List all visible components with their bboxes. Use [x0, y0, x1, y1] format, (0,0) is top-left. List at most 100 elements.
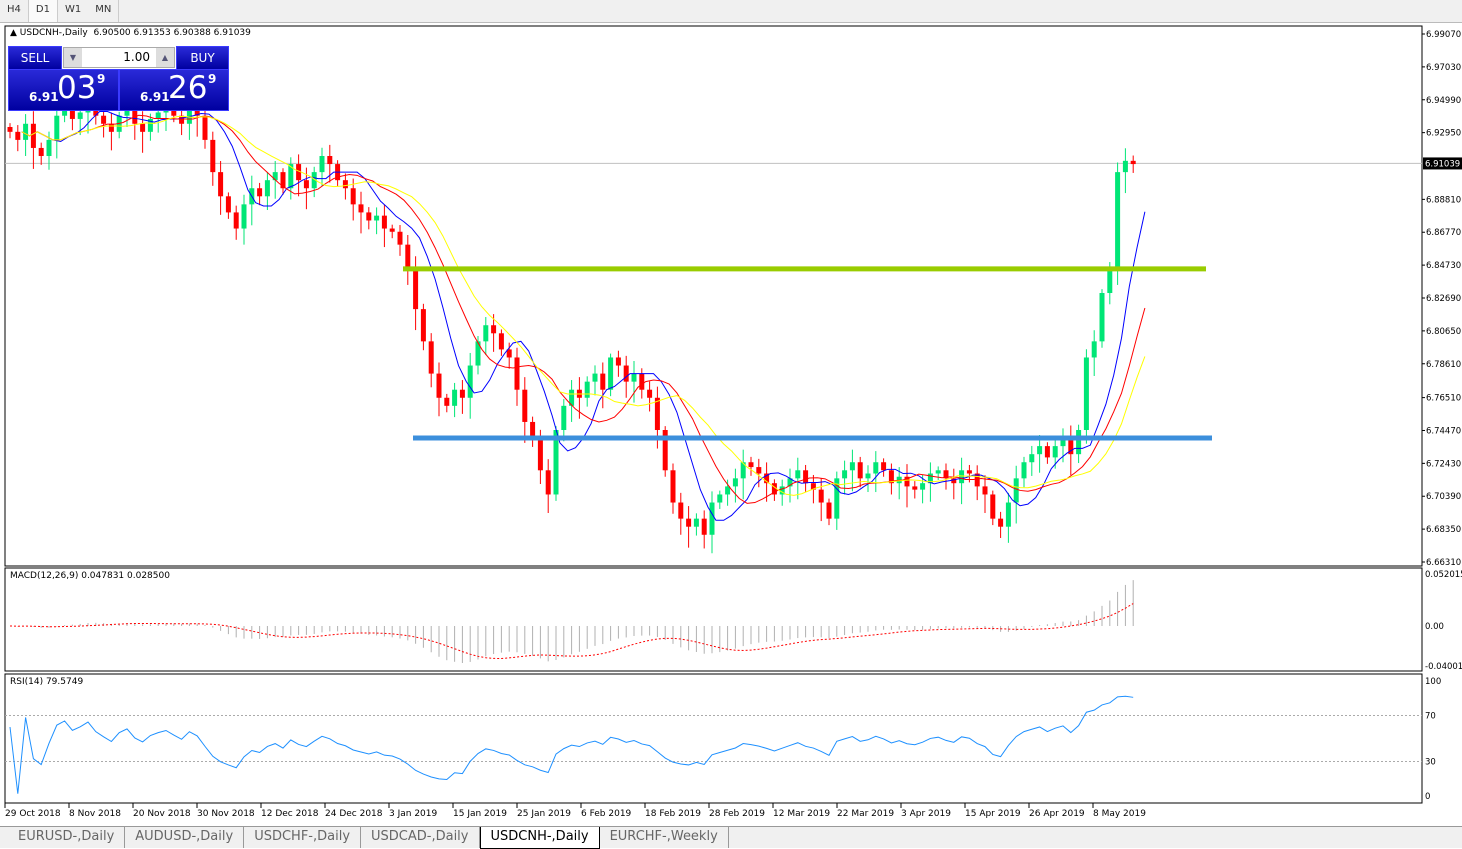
- candle: [982, 475, 988, 514]
- lot-value[interactable]: 1.00: [123, 50, 150, 64]
- candle: [561, 399, 567, 442]
- lot-stepper[interactable]: ▼ 1.00 ▲: [63, 47, 175, 68]
- candle: [522, 377, 528, 443]
- candle: [436, 362, 442, 417]
- candle: [233, 205, 239, 240]
- sell-price-prefix: 6.91: [29, 90, 59, 104]
- candle: [54, 104, 60, 159]
- chart-tab[interactable]: EURCHF-,Weekly: [600, 827, 729, 848]
- candle: [288, 157, 294, 200]
- candle: [935, 466, 941, 480]
- candle: [342, 173, 348, 200]
- candle: [888, 463, 894, 495]
- candle: [389, 224, 395, 239]
- candle: [709, 491, 715, 554]
- chart-canvas[interactable]: 6.99070 6.97030 6.94990 6.92950 6.88810 6.867…: [0, 23, 1462, 826]
- chart-tab[interactable]: USDCAD-,Daily: [361, 827, 480, 848]
- candle: [257, 182, 263, 206]
- candle: [662, 426, 668, 477]
- candle: [358, 191, 364, 234]
- candle: [959, 457, 965, 505]
- date-tick-label: 15 Apr 2019: [965, 809, 1021, 819]
- candle: [210, 131, 216, 186]
- rsi-tick-label: 70: [1425, 712, 1436, 722]
- tf-d1[interactable]: D1: [28, 0, 58, 22]
- candle: [818, 478, 824, 522]
- price-tick-label: 6.97030: [1426, 63, 1461, 73]
- buy-price-prefix: 6.91: [140, 90, 170, 104]
- buy-price-big: 26: [168, 70, 208, 106]
- candle: [311, 166, 317, 198]
- candle: [951, 468, 957, 500]
- tf-h4[interactable]: H4: [0, 0, 29, 22]
- candle: [467, 352, 473, 419]
- candle: [1115, 162, 1121, 285]
- candle: [1044, 442, 1050, 464]
- date-tick-label: 20 Nov 2018: [133, 809, 191, 819]
- candle: [748, 456, 754, 476]
- chart-tab[interactable]: USDCHF-,Daily: [244, 827, 362, 848]
- candle: [15, 125, 21, 152]
- candle: [108, 112, 114, 151]
- rsi-tick-label: 30: [1425, 758, 1436, 768]
- candle: [179, 108, 185, 136]
- candle: [545, 459, 551, 514]
- current-price-box: [1423, 157, 1462, 170]
- chart-header: ▲ USDCNH-,Daily 6.90500 6.91353 6.90388 …: [10, 28, 251, 38]
- candle: [912, 481, 918, 499]
- candle: [608, 353, 614, 397]
- macd-tick-label: -0.040019: [1425, 662, 1462, 672]
- candle: [779, 479, 785, 506]
- chart-tab[interactable]: EURUSD-,Daily: [8, 827, 126, 848]
- candle: [1099, 289, 1105, 348]
- candle: [647, 381, 653, 412]
- sell-price[interactable]: 6.91 03 9: [8, 69, 119, 111]
- candle: [771, 479, 777, 501]
- candle: [1005, 492, 1011, 543]
- candle: [686, 506, 692, 548]
- tf-mn[interactable]: MN: [88, 0, 120, 22]
- candle: [23, 114, 29, 157]
- price-tick-label: 6.88810: [1426, 195, 1461, 205]
- candle: [350, 178, 356, 221]
- candle: [1130, 155, 1136, 173]
- candle: [280, 168, 286, 195]
- date-tick-label: 26 Apr 2019: [1029, 809, 1085, 819]
- candle: [452, 382, 458, 418]
- candle: [38, 142, 44, 165]
- date-tick-label: 22 Mar 2019: [837, 809, 894, 819]
- candle: [1037, 434, 1043, 473]
- candle: [264, 171, 270, 210]
- candle: [1013, 465, 1019, 524]
- rsi-tick-label: 0: [1425, 792, 1430, 802]
- rsi-tick-label: 100: [1425, 677, 1441, 687]
- timeframe-toolbar: H4 D1 W1 MN: [0, 0, 1462, 23]
- sell-button[interactable]: SELL: [8, 46, 62, 70]
- candle: [218, 161, 224, 215]
- increase-icon[interactable]: ▲: [156, 48, 174, 67]
- tf-w1[interactable]: W1: [64, 4, 82, 15]
- date-tick-label: 30 Nov 2018: [197, 809, 255, 819]
- decrease-icon[interactable]: ▼: [64, 48, 82, 67]
- candle: [498, 329, 504, 356]
- macd-label: MACD(12,26,9) 0.047831 0.028500: [10, 571, 170, 581]
- buy-button[interactable]: BUY: [176, 46, 229, 70]
- price-tick-label: 6.94990: [1426, 96, 1461, 106]
- chart-tab[interactable]: AUDUSD-,Daily: [125, 827, 245, 848]
- candle: [873, 451, 879, 493]
- candle: [140, 111, 146, 153]
- candle: [444, 393, 450, 413]
- ma-slow-line: [21, 115, 1146, 496]
- chart-tab[interactable]: USDCNH-,Daily: [479, 827, 600, 849]
- candle: [405, 234, 411, 285]
- candle: [631, 361, 637, 403]
- price-tick-label: 6.78610: [1426, 360, 1461, 370]
- candle: [101, 107, 107, 138]
- price-tick-label: 6.76510: [1426, 394, 1461, 404]
- candle: [327, 144, 333, 183]
- candle: [1083, 349, 1089, 444]
- price-tick-label: 6.70390: [1426, 492, 1461, 502]
- candle: [881, 458, 887, 477]
- buy-price[interactable]: 6.91 26 9: [119, 69, 229, 111]
- date-tick-label: 6 Feb 2019: [581, 809, 632, 819]
